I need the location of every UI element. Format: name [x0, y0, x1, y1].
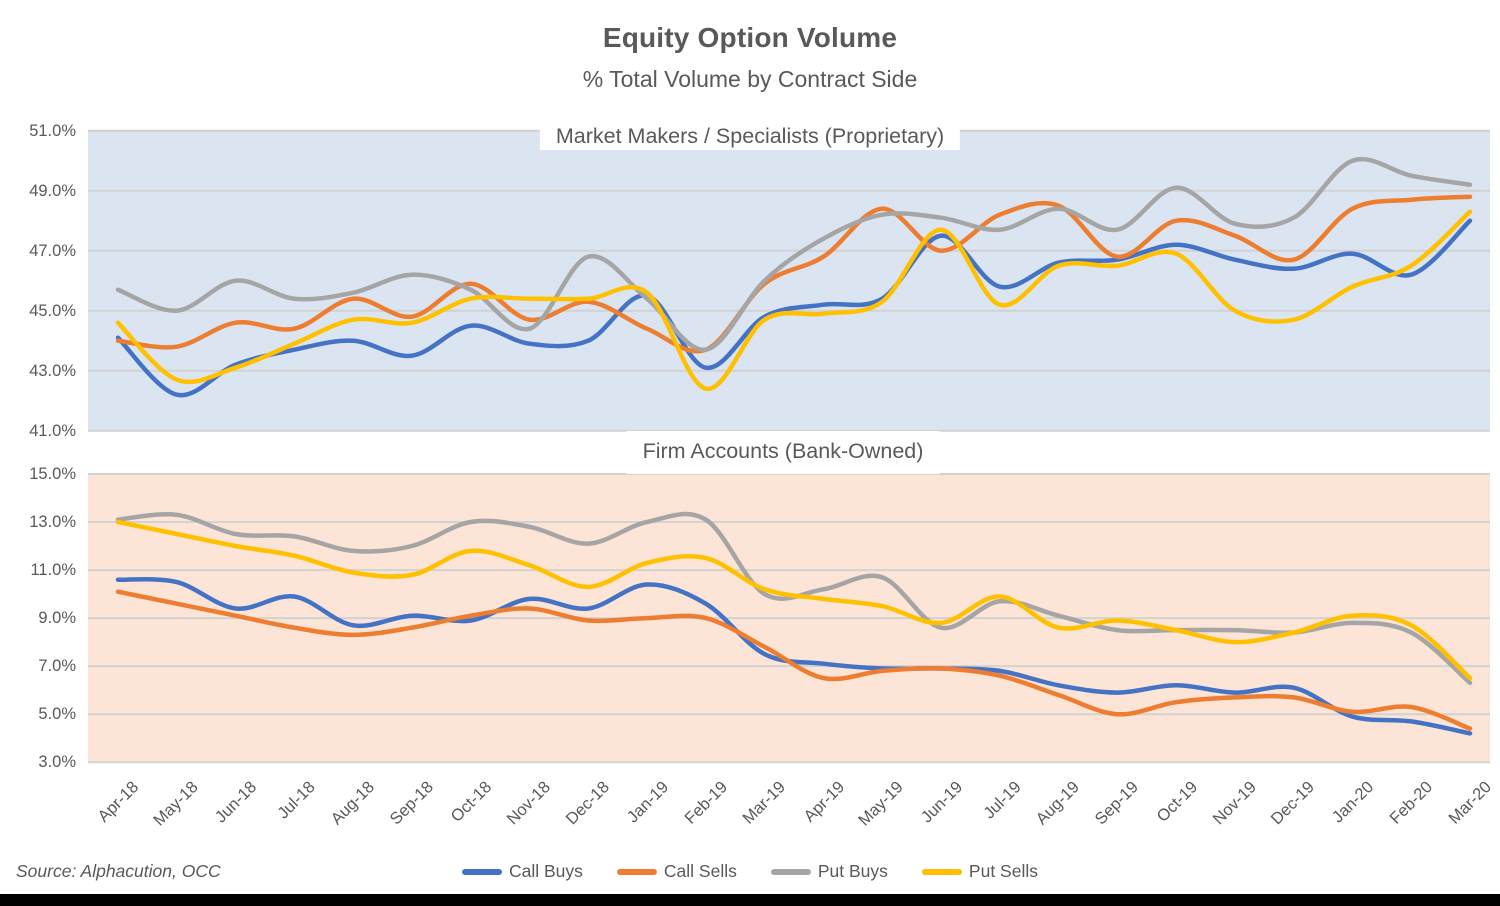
y-tick-label: 15.0%: [29, 465, 76, 483]
panel-title-market-makers: Market Makers / Specialists (Proprietary…: [539, 123, 961, 150]
legend-swatch: [462, 868, 502, 875]
footer-bar: [0, 894, 1500, 906]
y-tick-label: 3.0%: [38, 753, 76, 772]
legend-label: Put Buys: [817, 861, 888, 881]
series-line-call-sells: [115, 194, 1473, 354]
y-tick-label: 7.0%: [38, 657, 76, 676]
legend-swatch: [616, 868, 657, 875]
y-tick-label: 13.0%: [29, 513, 76, 532]
series-line-put-buys: [115, 511, 1473, 686]
panel-title-firm-accounts: Firm Accounts (Bank-Owned): [626, 431, 940, 474]
y-tick-label: 49.0%: [29, 181, 76, 200]
y-tick-label: 43.0%: [29, 361, 76, 380]
chart-subtitle: % Total Volume by Contract Side: [582, 66, 918, 92]
source-note: Source: Alphacution, OCC: [16, 861, 221, 881]
legend-item-put-sells: Put Sells: [921, 861, 1038, 882]
legend-item-put-buys: Put Buys: [770, 861, 888, 882]
series-line-put-sells: [115, 209, 1473, 391]
series-line-put-sells: [115, 519, 1473, 681]
y-tick-label: 47.0%: [29, 241, 76, 260]
y-tick-label: 51.0%: [29, 121, 76, 140]
legend-label: Call Buys: [509, 861, 583, 881]
legend-item-call-buys: Call Buys: [462, 861, 583, 882]
legend-swatch: [770, 868, 811, 875]
legend-label: Call Sells: [663, 861, 737, 881]
legend-label: Put Sells: [968, 861, 1038, 881]
y-tick-label: 41.0%: [29, 421, 76, 440]
y-tick-label: 5.0%: [38, 705, 76, 724]
series-line-call-buys: [115, 218, 1473, 398]
series-line-call-sells: [115, 589, 1473, 731]
panel-band-0: [88, 130, 1490, 431]
chart-title: Equity Option Volume: [602, 22, 898, 53]
legend-item-call-sells: Call Sells: [616, 861, 737, 882]
y-tick-label: 11.0%: [30, 561, 76, 580]
legend: Call Buys Call Sells Put Buys Put Sells: [0, 861, 1500, 882]
series-line-call-buys: [115, 577, 1473, 736]
series-line-put-buys: [115, 156, 1473, 352]
y-tick-label: 9.0%: [38, 609, 76, 628]
y-tick-label: 45.0%: [29, 301, 76, 320]
legend-swatch: [921, 868, 962, 875]
